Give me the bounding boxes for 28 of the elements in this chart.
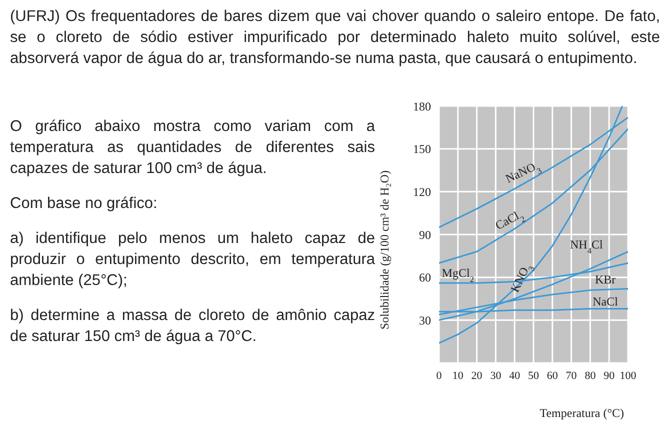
x-tick-label: 80: [584, 370, 596, 382]
x-axis-title: Temperatura (°C): [540, 406, 624, 420]
x-tick-label: 40: [509, 370, 521, 382]
y-axis-title: Solubilidade (g/100 cm³ de H₂O): [377, 170, 392, 330]
chart-title: (UFRJ) Os frequentadores de bares dizem que vai chover quando o saleiro entope. De fato, se o cloreto de sódio estiver impurificado por determinado haleto muito solúvel, este absorverá vapor de água do ar, transformando-se numa pasta, que causará o entupimento.: [10, 7, 660, 69]
text: a) identifique pelo menos um haleto capaz de produzir o entupimento descrito, em temperatura ambiente (25°C);: [10, 229, 375, 291]
x-tick-label: 20: [471, 370, 483, 382]
x-tick-label: 10: [452, 370, 464, 382]
y-tick-label: 120: [413, 184, 431, 199]
y-tick-label: 180: [413, 99, 431, 114]
y-tick-label: 90: [419, 228, 431, 242]
series-label: MgCl$_{2}$: [442, 266, 474, 284]
y-tick-label: 150: [413, 142, 431, 156]
x-tick-label: 0: [436, 370, 442, 382]
text: O gráfico abaixo mostra como variam com a temperatura as quantidades de diferentes sais capazes de saturar 100 cm³ de água.: [10, 117, 375, 179]
x-tick-label: 60: [546, 370, 558, 382]
text: Com base no gráfico:: [10, 194, 158, 214]
x-tick-label: 50: [528, 370, 540, 382]
x-tick-label: 70: [566, 370, 578, 382]
y-tick-label: 30: [419, 313, 431, 328]
text: b) determine a massa de cloreto de amônio capaz de saturar 150 cm³ de água a 70°C.: [10, 306, 375, 347]
series-label: NaCl: [592, 294, 619, 309]
x-tick-label: 100: [620, 370, 637, 382]
series-label: KBr: [594, 272, 616, 287]
x-tick-label: 90: [604, 370, 616, 382]
y-tick-label: 60: [419, 270, 431, 285]
series-label: NH$_{4}$Cl: [570, 237, 604, 255]
x-tick-label: 30: [490, 370, 502, 382]
